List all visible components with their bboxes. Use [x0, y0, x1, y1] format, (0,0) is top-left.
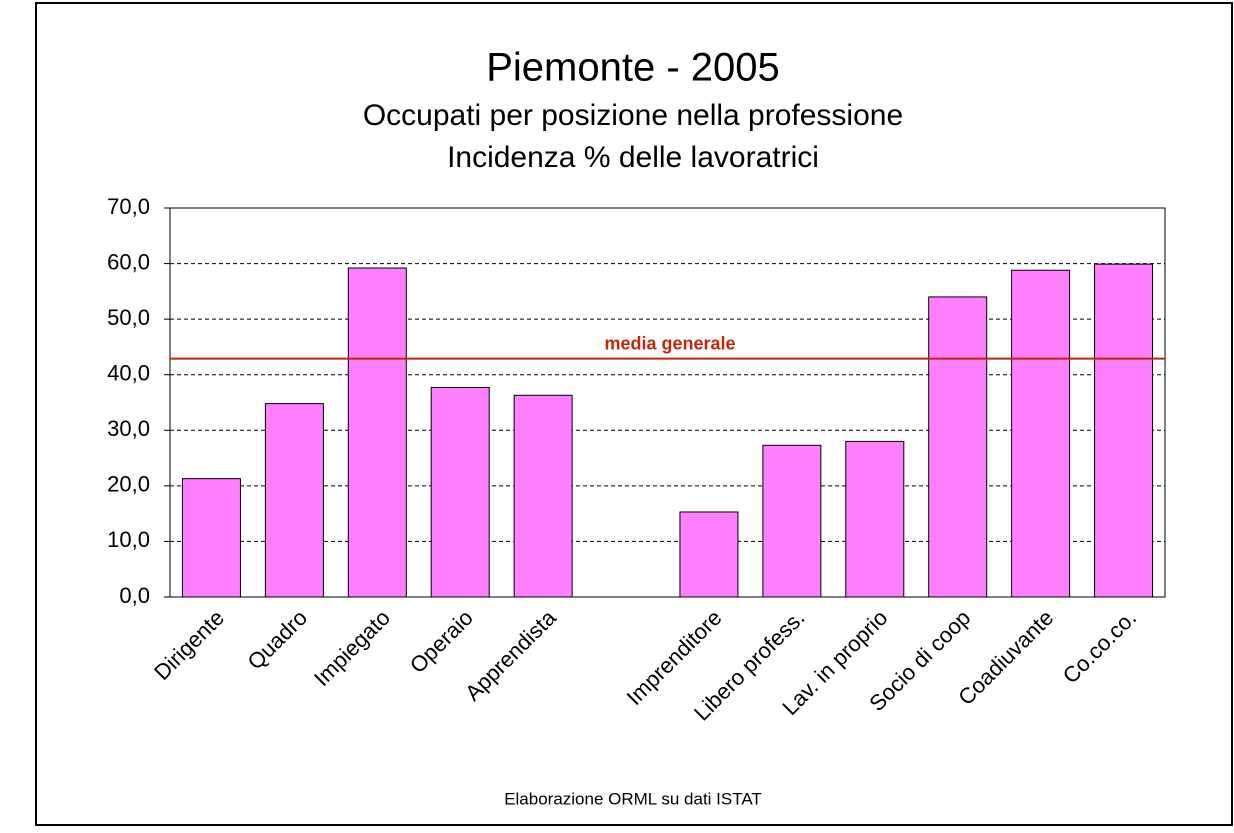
y-tick-label: 40,0	[107, 361, 150, 386]
bar	[264, 403, 324, 598]
bar	[513, 394, 573, 598]
plot-area	[170, 208, 1165, 597]
bar	[845, 440, 905, 598]
bar	[430, 386, 490, 598]
bar	[347, 267, 407, 598]
chart-subtitle: Occupati per posizione nella professione	[363, 99, 903, 132]
y-tick-label: 60,0	[107, 249, 150, 274]
bar	[679, 511, 739, 598]
bar	[762, 444, 822, 598]
y-tick-label: 20,0	[107, 472, 150, 497]
plot-border	[169, 207, 1166, 598]
y-tick-label: 0,0	[119, 583, 150, 608]
reference-label: media generale	[604, 333, 735, 353]
y-tick-label: 10,0	[107, 527, 150, 552]
chart-subtitle: Incidenza % delle lavoratrici	[447, 141, 819, 174]
y-tick-label: 70,0	[107, 194, 150, 219]
bar	[928, 296, 988, 598]
y-tick-label: 50,0	[107, 305, 150, 330]
y-tick-label: 30,0	[107, 416, 150, 441]
bar	[1094, 263, 1154, 598]
chart-title: Piemonte - 2005	[486, 46, 780, 90]
source-note: Elaborazione ORML su dati ISTAT	[504, 789, 762, 808]
bar	[181, 478, 241, 598]
bar	[1011, 269, 1071, 598]
